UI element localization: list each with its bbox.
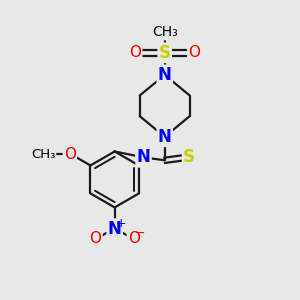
Text: +: + [116, 217, 127, 230]
Text: O: O [89, 231, 101, 246]
Text: H: H [136, 146, 146, 159]
Text: CH₃: CH₃ [31, 148, 55, 161]
Text: O: O [128, 231, 140, 246]
Text: CH₃: CH₃ [152, 25, 178, 39]
Text: −: − [135, 227, 146, 240]
Text: N: N [158, 128, 172, 146]
Text: S: S [183, 148, 195, 166]
Text: O: O [188, 45, 200, 60]
Text: S: S [159, 44, 171, 62]
Text: N: N [108, 220, 122, 238]
Text: N: N [136, 148, 151, 166]
Text: O: O [64, 147, 76, 162]
Text: N: N [158, 66, 172, 84]
Text: O: O [129, 45, 141, 60]
